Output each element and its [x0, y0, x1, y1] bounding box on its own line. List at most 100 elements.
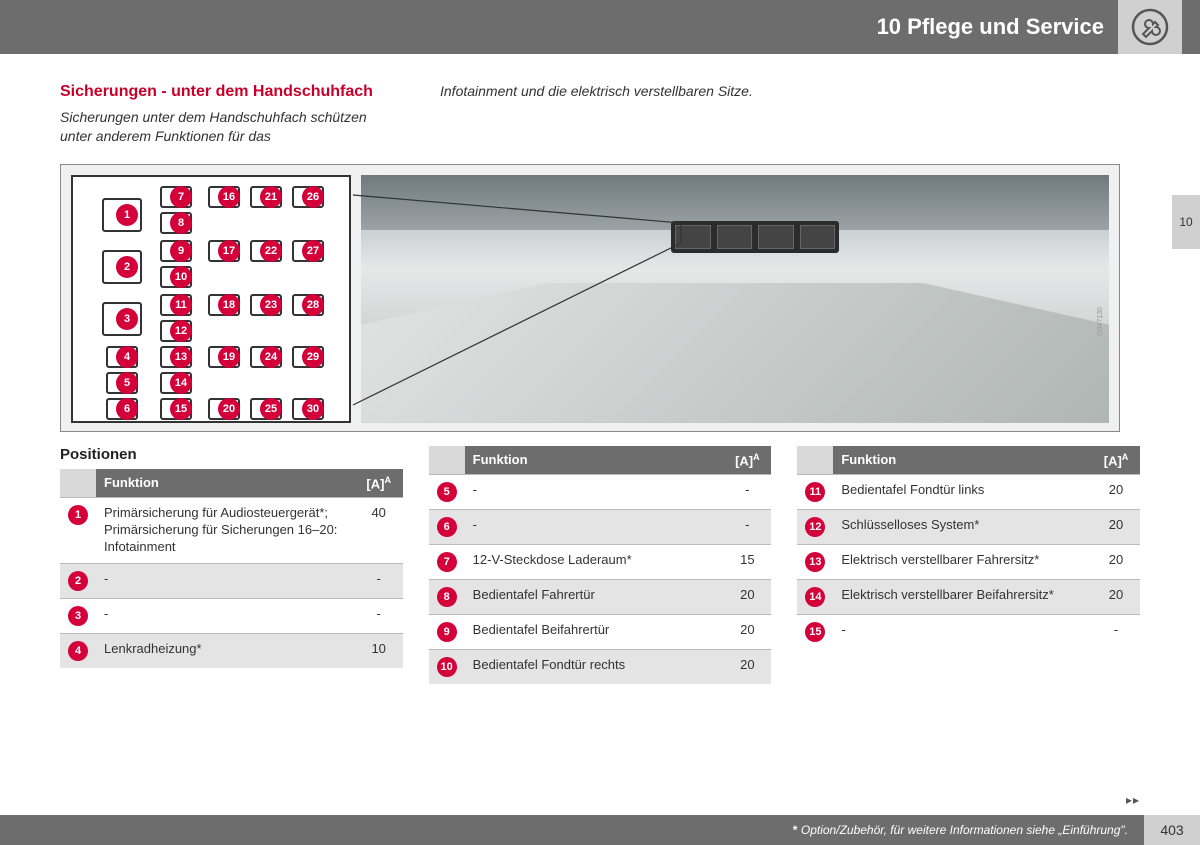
fuse-amperage: 20 — [723, 580, 771, 615]
table-row: 15-- — [797, 615, 1140, 650]
col-function: Funktion — [465, 446, 724, 475]
fuse-number-badge: 14 — [805, 587, 825, 607]
fuse-number-badge: 4 — [68, 641, 88, 661]
fuse-number-badge: 20 — [218, 398, 240, 420]
chapter-header: 10 Pflege und Service — [0, 0, 1200, 54]
fuse-function: Bedientafel Fahrertür — [465, 580, 724, 615]
fuse-number-badge: 29 — [302, 346, 324, 368]
fuse-amperage: - — [355, 563, 403, 598]
fuse-function: - — [96, 563, 355, 598]
fuse-number-badge: 3 — [68, 606, 88, 626]
fuse-function: - — [833, 615, 1092, 650]
fuse-amperage: - — [355, 598, 403, 633]
fuse-number-badge: 8 — [437, 587, 457, 607]
fuse-table-3: Funktion [A]A 11 Bedientafel Fondtür link… — [797, 446, 1140, 649]
fuse-tables: Positionen Funktion [A]A 1Primärsicherun… — [60, 446, 1140, 684]
intro-text-left: Sicherungen unter dem Handschuhfach schü… — [60, 108, 400, 146]
fuse-function: Bedientafel Beifahrertür — [465, 615, 724, 650]
fuse-number-badge: 11 — [170, 294, 192, 316]
fuse-function: - — [96, 598, 355, 633]
fuse-number-badge: 10 — [437, 657, 457, 677]
fuse-function: - — [465, 510, 724, 545]
fuse-number-badge: 24 — [260, 346, 282, 368]
fuse-amperage: 40 — [355, 498, 403, 564]
continuation-marker: ▸▸ — [1126, 793, 1140, 807]
fuse-number-badge: 6 — [437, 517, 457, 537]
section-title: Sicherungen - unter dem Handschuhfach — [60, 82, 400, 102]
fuse-number-badge: 30 — [302, 398, 324, 420]
fuse-amperage: 20 — [1092, 580, 1140, 615]
fuse-amperage: - — [1092, 615, 1140, 650]
table-row: 14 Elektrisch verstellbarer Beifahrersitz… — [797, 580, 1140, 615]
footer-note: *Option/Zubehör, für weitere Information… — [776, 815, 1144, 845]
fuse-amperage: 20 — [1092, 510, 1140, 545]
col-amp: [A]A — [1092, 446, 1140, 475]
fuse-number-badge: 27 — [302, 240, 324, 262]
fuse-amperage: 20 — [723, 650, 771, 685]
col-amp: [A]A — [723, 446, 771, 475]
fuse-amperage: 15 — [723, 545, 771, 580]
fuse-amperage: - — [723, 475, 771, 510]
table-row: 9 Bedientafel Beifahrertür20 — [429, 615, 772, 650]
fuse-number-badge: 7 — [437, 552, 457, 572]
fuse-number-badge: 21 — [260, 186, 282, 208]
table-row: 11 Bedientafel Fondtür links20 — [797, 475, 1140, 510]
fuse-number-badge: 12 — [805, 517, 825, 537]
table-row: 8 Bedientafel Fahrertür20 — [429, 580, 772, 615]
fuse-amperage: - — [723, 510, 771, 545]
fuse-amperage: 20 — [1092, 545, 1140, 580]
fuse-number-badge: 10 — [170, 266, 192, 288]
fuse-number-badge: 28 — [302, 294, 324, 316]
fuse-number-badge: 4 — [116, 346, 138, 368]
fuse-number-badge: 5 — [437, 482, 457, 502]
fuse-function: 12-V-Steckdose Laderaum* — [465, 545, 724, 580]
fuse-number-badge: 17 — [218, 240, 240, 262]
fuse-number-badge: 16 — [218, 186, 240, 208]
table-row: 6-- — [429, 510, 772, 545]
fuse-number-badge: 9 — [170, 240, 192, 262]
fuse-table-1: Funktion [A]A 1Primärsicherung für Audio… — [60, 469, 403, 668]
image-code: G047130 — [1097, 307, 1104, 336]
fuse-number-badge: 7 — [170, 186, 192, 208]
fuse-number-badge: 13 — [805, 552, 825, 572]
col-function: Funktion — [833, 446, 1092, 475]
fuse-function: Primärsicherung für Audiosteuergerät*; P… — [96, 498, 355, 564]
table-row: 7 12-V-Steckdose Laderaum*15 — [429, 545, 772, 580]
fuse-function: Schlüsselloses System* — [833, 510, 1092, 545]
fuse-number-badge: 12 — [170, 320, 192, 342]
fuse-diagram: 1234567891011121314151617181920212223242… — [60, 164, 1120, 432]
fuse-number-badge: 23 — [260, 294, 282, 316]
intro-text-right: Infotainment und die elektrisch verstell… — [440, 82, 800, 101]
fuse-number-badge: 1 — [116, 204, 138, 226]
fuse-number-badge: 1 — [68, 505, 88, 525]
fuse-number-badge: 3 — [116, 308, 138, 330]
table-row: 2-- — [60, 563, 403, 598]
chapter-side-tab: 10 — [1172, 195, 1200, 249]
fuse-number-badge: 2 — [68, 571, 88, 591]
service-icon — [1118, 0, 1182, 54]
fuse-amperage: 10 — [355, 633, 403, 668]
table-row: 1 Primärsicherung für Audiosteuergerät*; … — [60, 498, 403, 564]
fuse-number-badge: 18 — [218, 294, 240, 316]
col-function: Funktion — [96, 469, 355, 498]
fuse-amperage: 20 — [723, 615, 771, 650]
fuse-number-badge: 11 — [805, 482, 825, 502]
table-row: 10 Bedientafel Fondtür rechts20 — [429, 650, 772, 685]
intro-columns: Sicherungen - unter dem Handschuhfach Si… — [0, 54, 1200, 146]
fuse-number-badge: 25 — [260, 398, 282, 420]
fuse-number-badge: 13 — [170, 346, 192, 368]
table-row: 13 Elektrisch verstellbarer Fahrersitz*20 — [797, 545, 1140, 580]
fuse-function: Elektrisch verstellbarer Fahrersitz* — [833, 545, 1092, 580]
fuse-number-badge: 9 — [437, 622, 457, 642]
fuse-number-badge: 8 — [170, 212, 192, 234]
fuse-amperage: 20 — [1092, 475, 1140, 510]
fuse-table-2: Funktion [A]A 5--6--712-V-Steckdose Lade… — [429, 446, 772, 684]
chapter-title: 10 Pflege und Service — [877, 14, 1104, 40]
fuse-function: Elektrisch verstellbarer Beifahrersitz* — [833, 580, 1092, 615]
page-number: 403 — [1144, 815, 1200, 845]
fuse-number-badge: 26 — [302, 186, 324, 208]
fuse-number-badge: 14 — [170, 372, 192, 394]
fuse-function: Bedientafel Fondtür rechts — [465, 650, 724, 685]
table-row: 4Lenkradheizung*10 — [60, 633, 403, 668]
fuse-function: Bedientafel Fondtür links — [833, 475, 1092, 510]
